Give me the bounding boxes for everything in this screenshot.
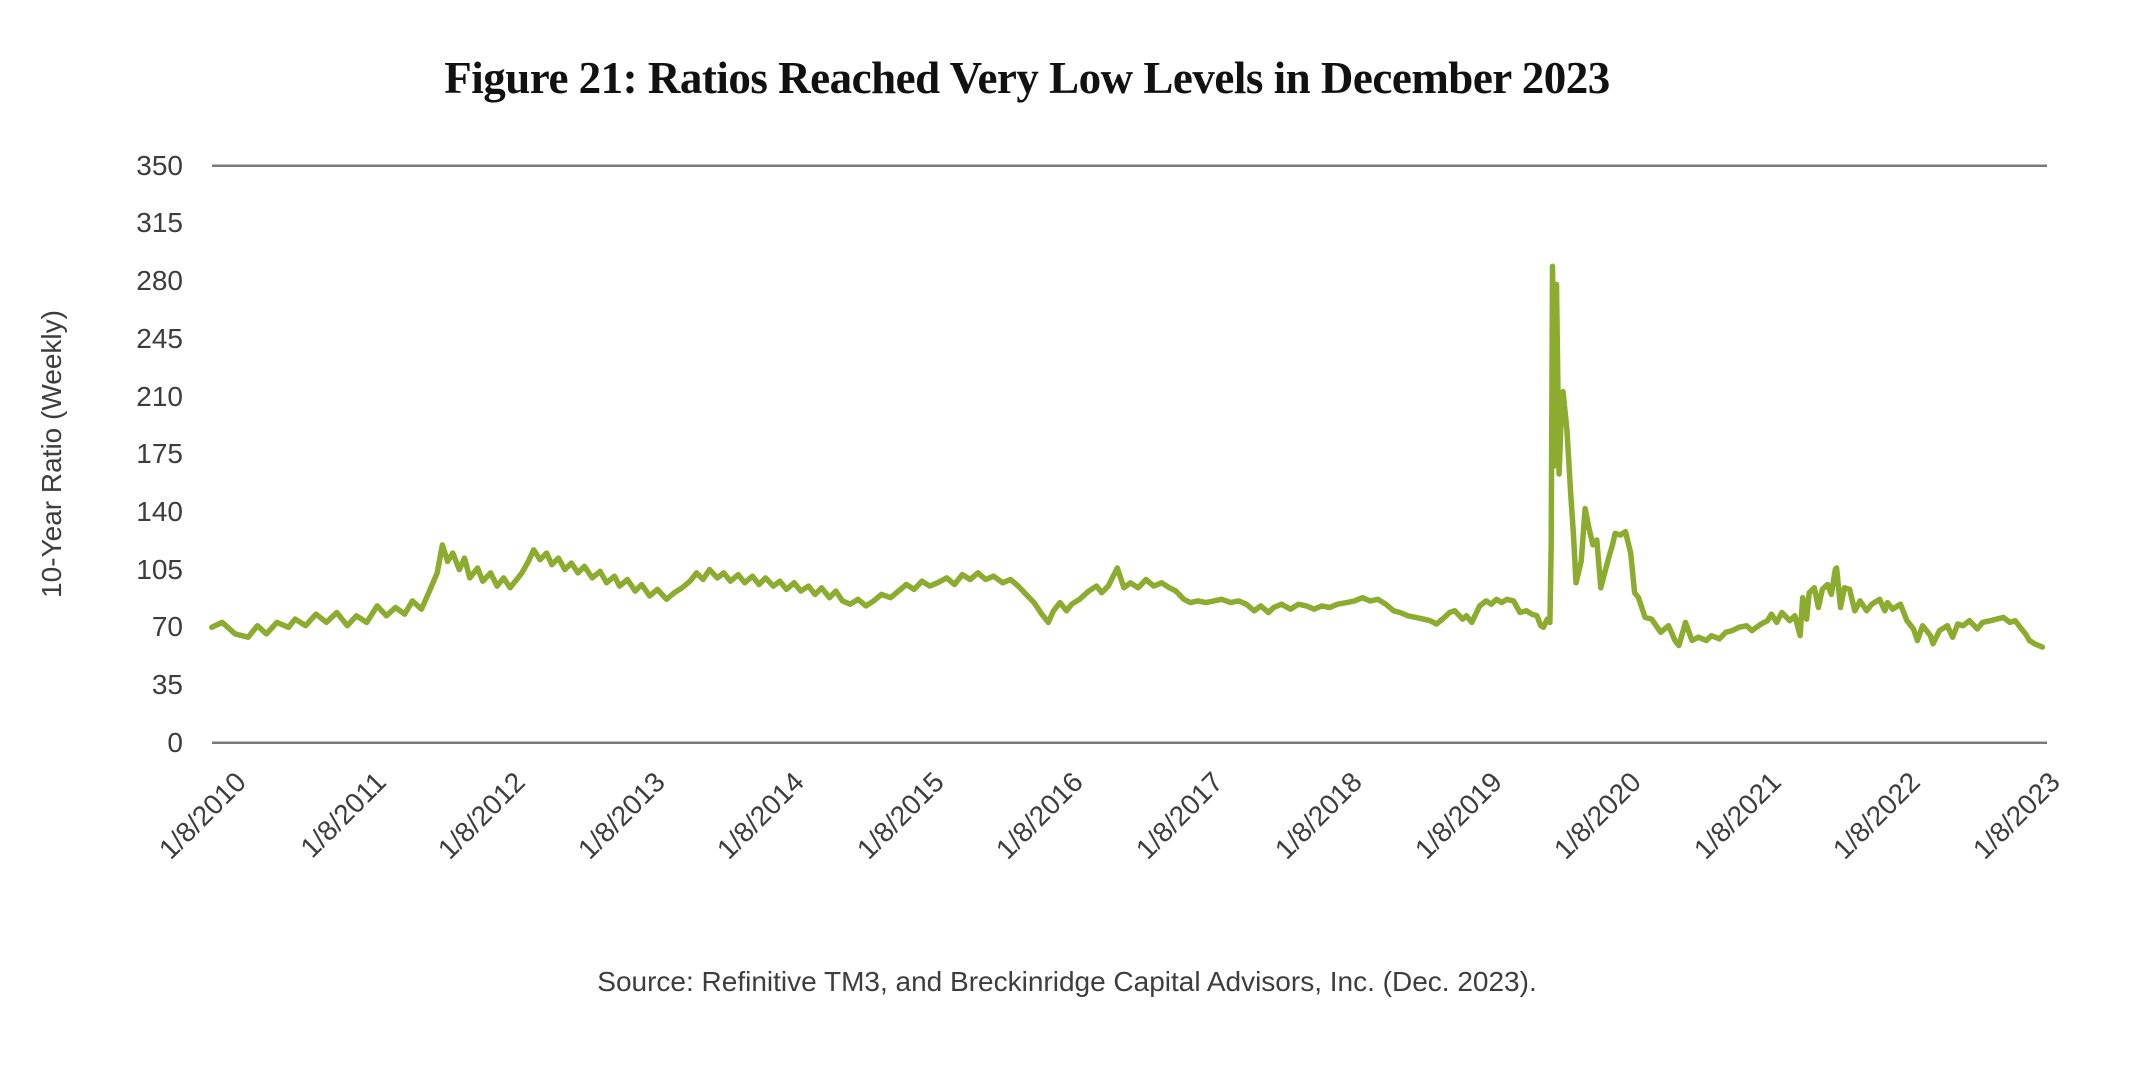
y-tick-label: 280 — [136, 265, 183, 297]
chart-title: Figure 21: Ratios Reached Very Low Level… — [444, 53, 1610, 103]
y-tick-label: 70 — [151, 611, 183, 643]
y-tick-label: 35 — [151, 669, 183, 700]
y-tick-label: 105 — [136, 553, 183, 585]
y-tick-label: 0 — [167, 726, 183, 758]
y-tick-label: 210 — [136, 380, 183, 412]
ratio-line-series — [209, 263, 2046, 650]
y-tick-label: 350 — [136, 149, 183, 181]
y-tick-label: 140 — [136, 495, 183, 527]
y-tick-label: 315 — [136, 207, 183, 239]
y-tick-label: 245 — [136, 322, 183, 354]
source-note: Source: Refinitive TM3, and Breckinridge… — [597, 966, 1537, 997]
y-tick-label: 175 — [136, 438, 183, 470]
